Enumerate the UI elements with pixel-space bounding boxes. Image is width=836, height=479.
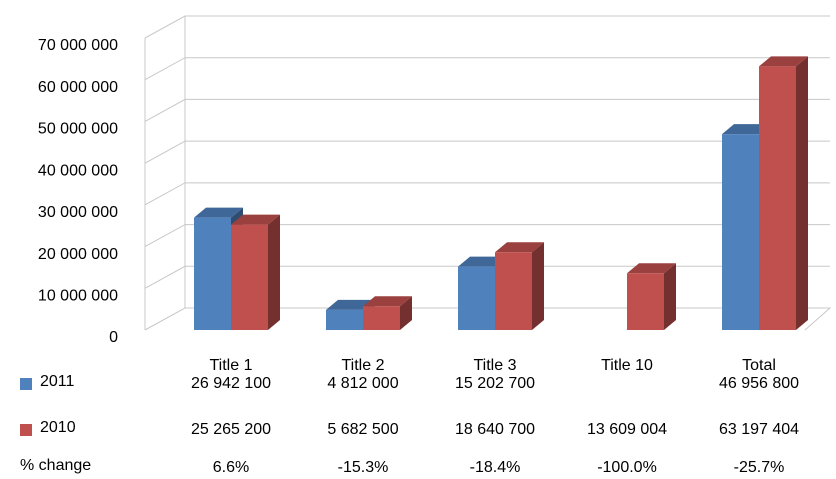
grid-line <box>144 98 830 122</box>
legend-swatch <box>20 424 32 436</box>
table-value: 46 956 800 <box>719 375 799 392</box>
table-value: 18 640 700 <box>455 421 535 438</box>
bar-front <box>363 306 400 330</box>
legend-label: 2011 <box>40 373 75 390</box>
change-value: 6.6% <box>213 459 249 476</box>
bar-top <box>627 263 676 274</box>
bar-side <box>400 296 412 330</box>
table-value: 15 202 700 <box>455 375 535 392</box>
bar <box>495 242 544 330</box>
grid-line <box>144 15 830 39</box>
legend-label: 2010 <box>40 419 76 436</box>
bar <box>363 296 412 330</box>
grid-line <box>144 57 830 81</box>
bar <box>759 56 808 331</box>
bar <box>627 263 676 330</box>
y-tick-label: 70 000 000 <box>38 37 118 54</box>
bar-top <box>363 296 412 307</box>
change-value: -25.7% <box>734 459 785 476</box>
bar-top <box>326 299 375 310</box>
bar-front <box>722 134 759 330</box>
y-tick-label: 50 000 000 <box>38 121 118 138</box>
y-tick-label: 60 000 000 <box>38 79 118 96</box>
y-tick-label: 10 000 000 <box>38 288 118 305</box>
bar <box>231 214 280 330</box>
y-tick-label: 20 000 000 <box>38 246 118 263</box>
change-value: -18.4% <box>470 459 521 476</box>
bar-front <box>326 309 363 330</box>
bar-front <box>495 252 532 330</box>
bar-top <box>495 242 544 253</box>
bar-front <box>759 66 796 331</box>
y-tick-label: 0 <box>109 329 118 346</box>
y-tick-label: 40 000 000 <box>38 162 118 179</box>
bar-side <box>796 56 808 330</box>
x-tick-label: Title 10 <box>601 357 653 374</box>
bar-top <box>231 214 280 225</box>
y-tick-label: 30 000 000 <box>38 204 118 221</box>
bar-top <box>194 207 243 218</box>
bar-front <box>627 273 664 330</box>
bar-top <box>458 256 507 267</box>
table-value: 26 942 100 <box>191 375 271 392</box>
bar-front <box>458 266 495 330</box>
x-tick-label: Title 2 <box>342 357 385 374</box>
bar-top <box>722 124 771 135</box>
bar-front <box>231 224 268 330</box>
bar-front <box>194 217 231 330</box>
x-tick-label: Total <box>742 357 776 374</box>
x-tick-label: Title 1 <box>210 357 253 374</box>
bar-top <box>759 56 808 67</box>
bar-side <box>664 263 676 330</box>
change-value: -100.0% <box>597 459 657 476</box>
x-tick-label: Title 3 <box>474 357 517 374</box>
table-value: 4 812 000 <box>327 375 398 392</box>
legend-swatch <box>20 378 32 390</box>
bar-side <box>268 214 280 330</box>
table-value: 25 265 200 <box>191 421 271 438</box>
table-value: 13 609 004 <box>587 421 667 438</box>
table-value: 63 197 404 <box>719 421 799 438</box>
bar-side <box>532 242 544 330</box>
table-value: 5 682 500 <box>327 421 398 438</box>
change-row-label: % change <box>20 457 91 474</box>
change-value: -15.3% <box>338 459 389 476</box>
